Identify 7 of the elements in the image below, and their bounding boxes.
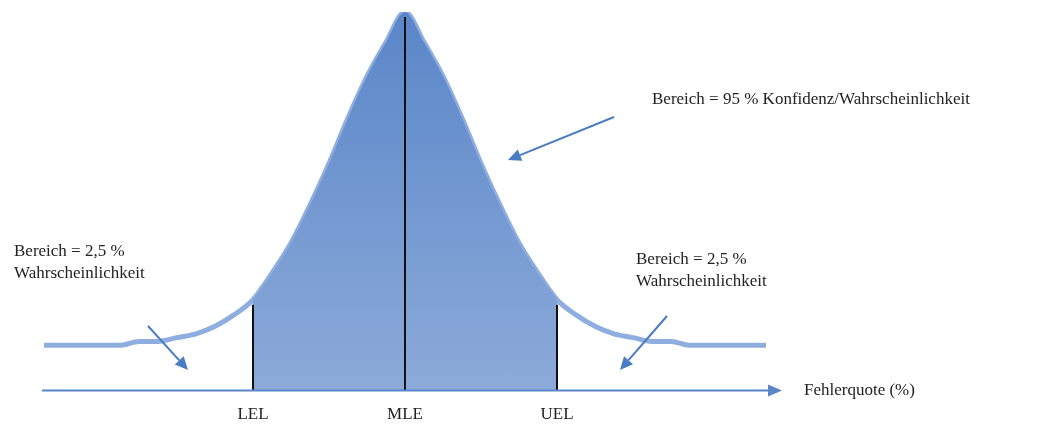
- annotation: Bereich = 2,5 % Wahrscheinlichkeit: [636, 248, 767, 292]
- x-tick-label: MLE: [387, 404, 423, 424]
- annotation: Bereich = 2,5 % Wahrscheinlichkeit: [14, 240, 145, 284]
- x-axis-title: Fehlerquote (%): [804, 380, 915, 400]
- x-tick-label: UEL: [540, 404, 574, 424]
- x-tick-label: LEL: [237, 404, 269, 424]
- annotation: Bereich = 95 % Konfidenz/Wahrscheinlichkeit: [652, 88, 970, 110]
